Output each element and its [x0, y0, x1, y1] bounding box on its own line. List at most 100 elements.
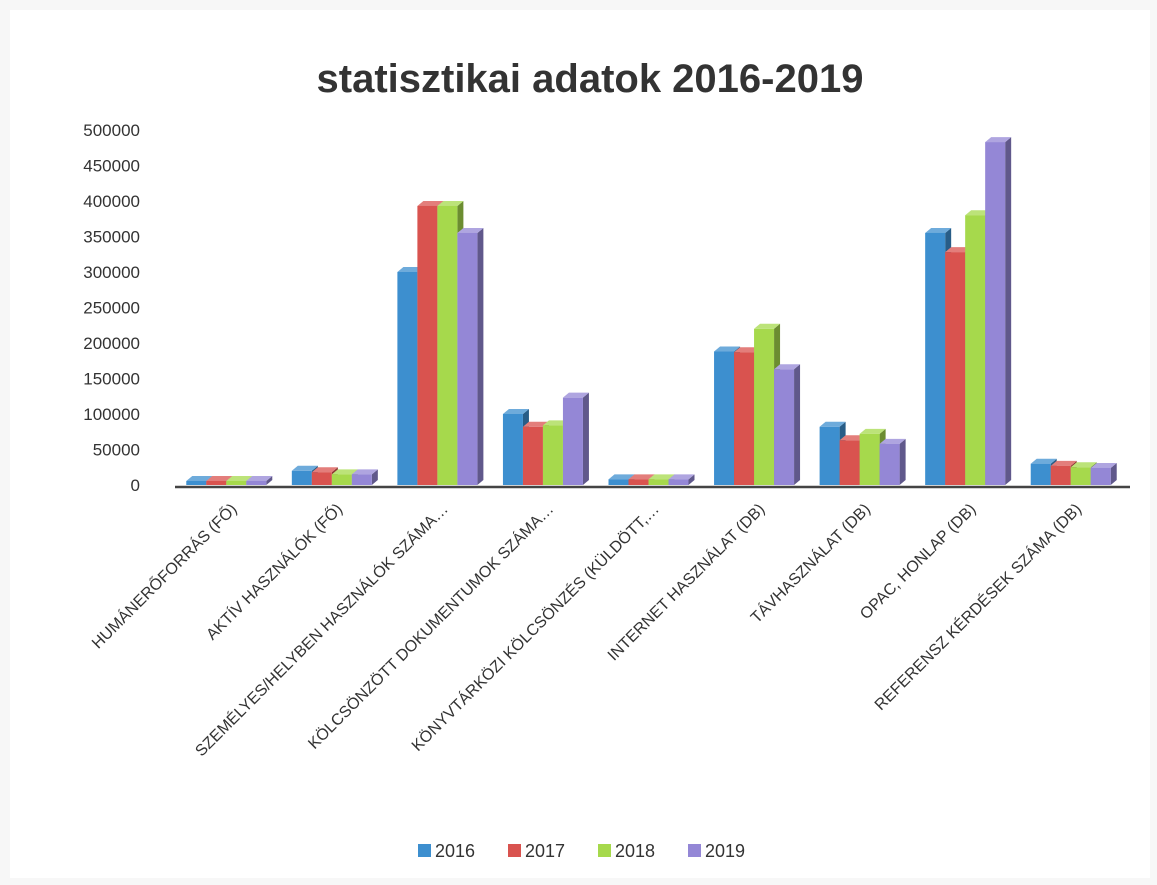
y-tick-label: 100000	[83, 405, 140, 424]
bar-front	[819, 426, 840, 485]
bar-front	[226, 481, 247, 485]
bar	[774, 364, 801, 485]
bar-front	[351, 474, 372, 485]
bar	[457, 227, 484, 485]
legend: 2016 2017 2018 2019	[418, 841, 745, 861]
bar-front	[457, 232, 478, 485]
bar-top	[985, 137, 1012, 143]
x-tick-label: SZEMÉLYES/HELYBEN HASZNÁLÓK SZÁMA…	[191, 499, 452, 760]
legend-swatch	[598, 844, 611, 857]
bar-front	[1050, 465, 1071, 485]
legend-swatch	[688, 844, 701, 857]
x-tick-label: OPAC, HONLAP (DB)	[857, 501, 979, 623]
bar	[562, 392, 589, 485]
legend-item: 2018	[598, 841, 655, 861]
bar-top	[925, 227, 952, 233]
bar-top	[734, 347, 761, 353]
bar-front	[648, 479, 669, 485]
bar-front	[668, 479, 689, 485]
bar-front	[608, 479, 629, 485]
bar-top	[754, 323, 781, 329]
bar	[879, 438, 906, 485]
legend-label: 2016	[435, 841, 475, 861]
bar-front	[502, 414, 523, 485]
bar-front	[522, 426, 543, 485]
bar-front	[628, 479, 649, 485]
bar-front	[1090, 467, 1111, 485]
bar-top	[945, 247, 972, 253]
bar-side	[266, 476, 273, 485]
legend-label: 2018	[615, 841, 655, 861]
bar-front	[331, 474, 352, 485]
bar-top	[668, 474, 695, 480]
bar-top	[291, 465, 318, 471]
bar-side	[582, 392, 589, 485]
bar-side	[477, 227, 484, 485]
legend-item: 2017	[508, 841, 565, 861]
bar-side	[899, 438, 906, 485]
bar-front	[839, 440, 860, 485]
x-tick-label: KÖNYVTÁRKÖZI KÖLCSÖNZÉS (KÜLDÖTT,…	[407, 499, 662, 754]
bar-top	[1070, 462, 1097, 468]
bar-top	[714, 346, 741, 352]
y-tick-label: 150000	[83, 370, 140, 389]
bar-top	[1030, 458, 1057, 464]
bar	[668, 474, 695, 485]
bar-front	[714, 351, 735, 485]
bar-front	[246, 481, 267, 485]
bar-front	[562, 397, 583, 485]
bars	[186, 137, 1117, 485]
bar-top	[879, 438, 906, 444]
y-tick-label: 200000	[83, 334, 140, 353]
x-tick-label: KÖLCSÖNZÖTT DOKUMENTUMOK SZÁMA…	[304, 499, 557, 752]
bar-front	[1070, 467, 1091, 485]
legend-swatch	[418, 844, 431, 857]
x-axis: HUMÁNERŐFORRÁS (FŐ)AKTÍV HASZNÁLÓK (FŐ)S…	[88, 485, 1130, 760]
bar-top	[839, 435, 866, 441]
bar-front	[1030, 463, 1051, 485]
bar-top	[1050, 460, 1077, 466]
bar-top	[562, 392, 589, 398]
bar-top	[437, 200, 464, 206]
y-tick-label: 350000	[83, 228, 140, 247]
bar-front	[965, 215, 986, 485]
bar-top	[206, 476, 233, 481]
bar-front	[291, 470, 312, 485]
y-tick-label: 0	[131, 476, 140, 495]
bar-top	[819, 421, 846, 427]
bar-front	[879, 443, 900, 485]
bar-side	[1110, 462, 1117, 485]
bar-top	[331, 469, 358, 475]
bar-front	[397, 272, 418, 485]
bar-front	[206, 481, 227, 485]
bar-top	[859, 428, 886, 434]
bar-top	[648, 474, 675, 480]
y-tick-label: 300000	[83, 263, 140, 282]
bar-top	[502, 409, 529, 414]
bar-front	[542, 425, 563, 485]
y-tick-label: 400000	[83, 192, 140, 211]
bar-front	[311, 472, 332, 485]
x-tick-label: REFERENSZ KÉRDÉSEK SZÁMA (DB)	[870, 499, 1085, 714]
bar-top	[417, 200, 444, 206]
bar-side	[688, 474, 695, 485]
bar	[351, 469, 378, 485]
bar-top	[311, 467, 338, 473]
bar-front	[945, 252, 966, 485]
bar-side	[1005, 137, 1012, 485]
bar-front	[417, 205, 438, 485]
bar-top	[1090, 462, 1117, 468]
bar-top	[397, 267, 424, 272]
bar-top	[965, 210, 992, 216]
legend-swatch	[508, 844, 521, 857]
bar-front	[437, 205, 458, 485]
y-tick-label: 250000	[83, 299, 140, 318]
y-tick-label: 450000	[83, 157, 140, 176]
bar-top	[774, 364, 801, 370]
bar	[985, 137, 1012, 485]
bar-front	[859, 433, 880, 485]
bar-top	[186, 476, 213, 481]
bar-chart: statisztikai adatok 2016-2019 0 50000 1000…	[83, 57, 1130, 861]
bar-side	[371, 469, 378, 485]
bar-top	[608, 474, 635, 480]
